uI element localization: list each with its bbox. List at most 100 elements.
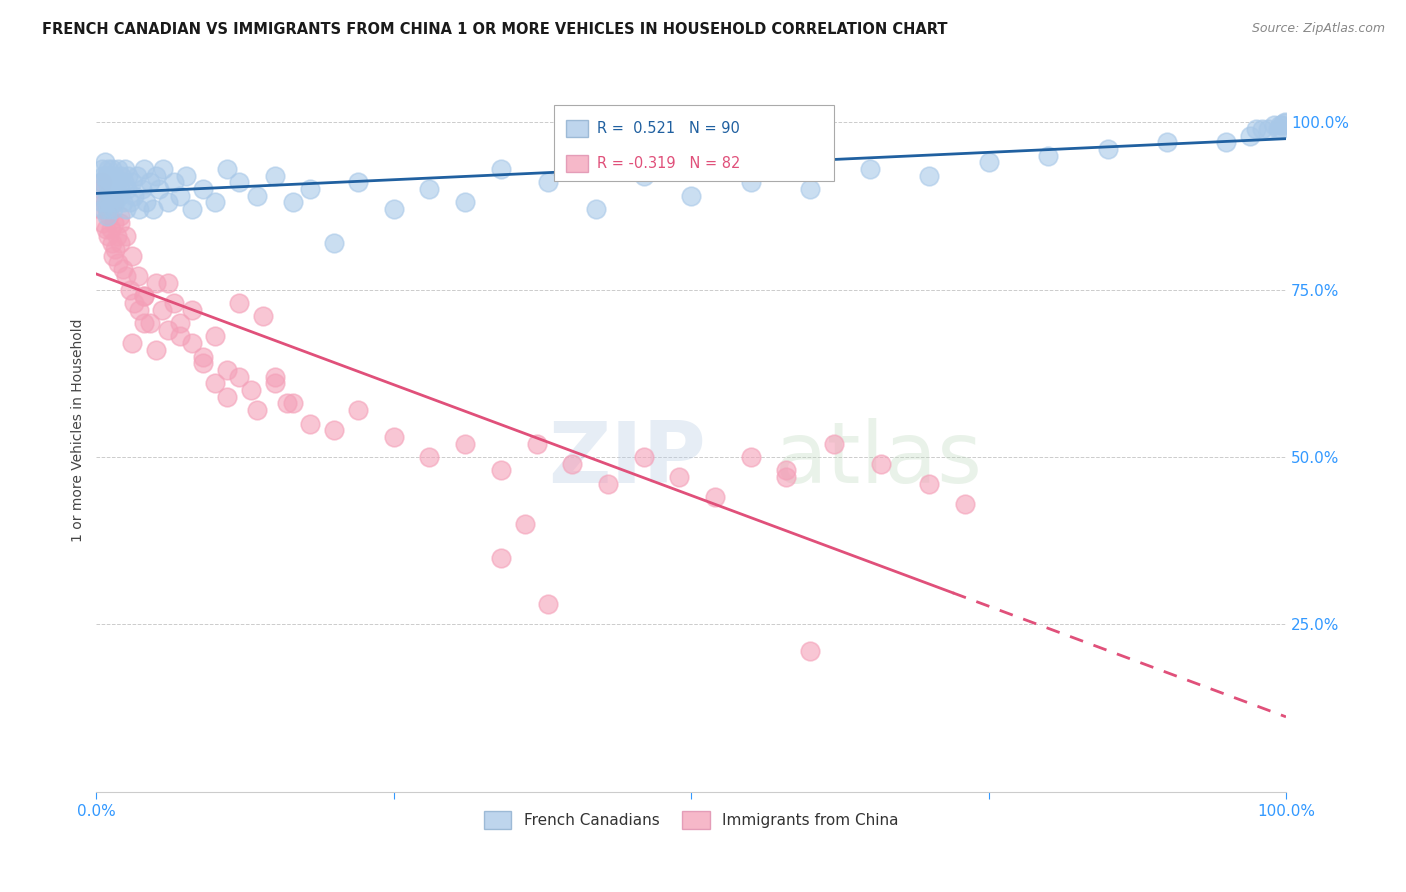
Point bbox=[537, 598, 560, 612]
Point bbox=[132, 161, 155, 176]
Point bbox=[740, 175, 762, 189]
Point bbox=[193, 182, 215, 196]
Point bbox=[139, 316, 162, 330]
Point bbox=[418, 450, 440, 464]
Point bbox=[111, 262, 134, 277]
FancyBboxPatch shape bbox=[554, 104, 834, 181]
Point bbox=[93, 195, 115, 210]
Point bbox=[103, 169, 125, 183]
Point bbox=[91, 195, 114, 210]
Point bbox=[382, 430, 405, 444]
Point bbox=[585, 202, 607, 217]
Point bbox=[193, 350, 215, 364]
Point bbox=[152, 161, 174, 176]
Point bbox=[104, 243, 127, 257]
Point bbox=[121, 249, 143, 263]
Point bbox=[156, 323, 179, 337]
Point bbox=[180, 302, 202, 317]
Point bbox=[561, 457, 583, 471]
Point bbox=[124, 188, 146, 202]
Point bbox=[91, 175, 114, 189]
Point bbox=[775, 463, 797, 477]
Point bbox=[132, 289, 155, 303]
Point bbox=[169, 316, 191, 330]
Point bbox=[96, 209, 118, 223]
Point bbox=[180, 336, 202, 351]
Point bbox=[596, 476, 619, 491]
Point bbox=[118, 283, 141, 297]
Point bbox=[977, 155, 1000, 169]
Point bbox=[1251, 121, 1274, 136]
Point bbox=[93, 216, 115, 230]
Point bbox=[276, 396, 298, 410]
Text: R =  0.521   N = 90: R = 0.521 N = 90 bbox=[598, 120, 740, 136]
Point bbox=[1097, 142, 1119, 156]
Point bbox=[323, 235, 346, 250]
Point bbox=[135, 195, 157, 210]
Point bbox=[104, 195, 127, 210]
Point bbox=[252, 310, 274, 324]
Point bbox=[204, 329, 226, 343]
Point bbox=[125, 169, 148, 183]
Point bbox=[489, 463, 512, 477]
Point bbox=[115, 269, 138, 284]
Point bbox=[90, 175, 112, 189]
Text: ZIP: ZIP bbox=[548, 417, 706, 500]
Point bbox=[775, 470, 797, 484]
Point bbox=[1244, 121, 1267, 136]
Point bbox=[107, 161, 129, 176]
Point bbox=[145, 343, 167, 357]
Text: Source: ZipAtlas.com: Source: ZipAtlas.com bbox=[1251, 22, 1385, 36]
Point bbox=[918, 169, 941, 183]
Point bbox=[1239, 128, 1261, 143]
Point bbox=[98, 182, 121, 196]
Text: FRENCH CANADIAN VS IMMIGRANTS FROM CHINA 1 OR MORE VEHICLES IN HOUSEHOLD CORRELA: FRENCH CANADIAN VS IMMIGRANTS FROM CHINA… bbox=[42, 22, 948, 37]
Legend: French Canadians, Immigrants from China: French Canadians, Immigrants from China bbox=[478, 805, 904, 835]
Point bbox=[118, 195, 141, 210]
Point bbox=[101, 249, 124, 263]
Point bbox=[101, 235, 124, 250]
Point bbox=[108, 188, 131, 202]
Point bbox=[117, 182, 139, 196]
Point bbox=[115, 229, 138, 244]
Point bbox=[204, 195, 226, 210]
Point bbox=[156, 276, 179, 290]
Point bbox=[108, 182, 131, 196]
Point bbox=[105, 229, 128, 244]
Point bbox=[107, 256, 129, 270]
Point bbox=[240, 383, 263, 397]
Point bbox=[918, 476, 941, 491]
Point bbox=[246, 188, 269, 202]
Point bbox=[681, 188, 703, 202]
Point bbox=[103, 216, 125, 230]
Point bbox=[150, 302, 173, 317]
Point bbox=[382, 202, 405, 217]
Point bbox=[145, 169, 167, 183]
Point bbox=[347, 403, 370, 417]
Point bbox=[454, 436, 477, 450]
Point bbox=[703, 490, 725, 504]
Point bbox=[1270, 121, 1292, 136]
Point bbox=[101, 188, 124, 202]
Point bbox=[93, 182, 115, 196]
Point bbox=[115, 202, 138, 217]
Point bbox=[668, 470, 690, 484]
Point bbox=[100, 175, 122, 189]
Point bbox=[94, 169, 117, 183]
Point bbox=[90, 202, 112, 217]
Point bbox=[103, 182, 125, 196]
Point bbox=[127, 269, 149, 284]
Point bbox=[263, 169, 285, 183]
Point bbox=[121, 175, 143, 189]
Point bbox=[1257, 121, 1279, 136]
Point bbox=[93, 155, 115, 169]
Point bbox=[108, 209, 131, 223]
Point bbox=[103, 195, 125, 210]
Point bbox=[1271, 119, 1294, 133]
Point bbox=[98, 209, 121, 223]
Point bbox=[1268, 119, 1291, 133]
Point bbox=[148, 182, 170, 196]
Point bbox=[454, 195, 477, 210]
Bar bbox=[567, 120, 588, 136]
Point bbox=[97, 161, 120, 176]
